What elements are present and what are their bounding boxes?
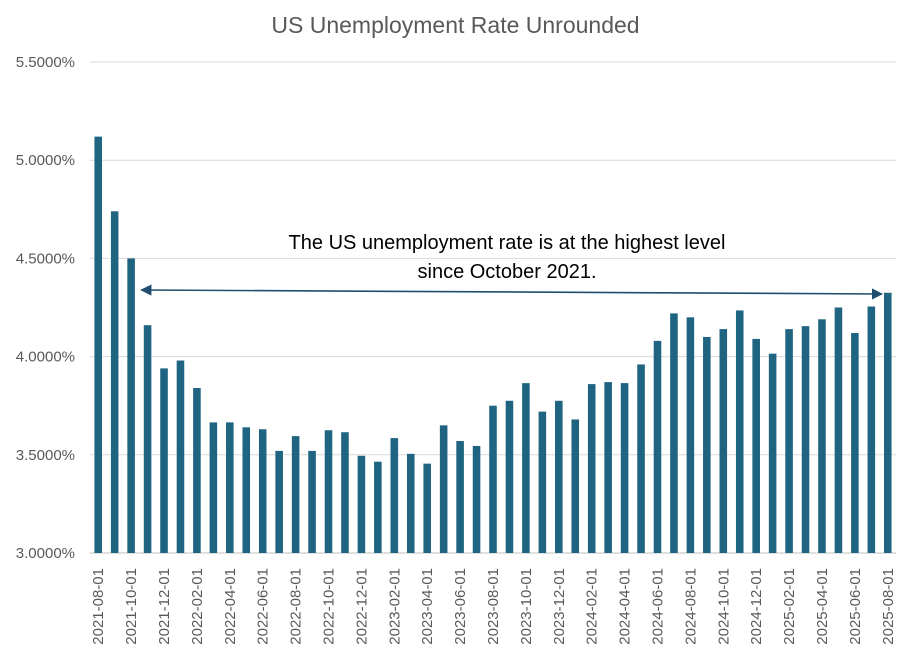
x-axis-tick-labels: 2021-08-01 2021-10-01 2021-12-01 2022-02-01… [90,568,897,645]
annotation-text-line1: The US unemployment rate is at the highe… [289,232,726,254]
x-tick-label: 2022-12-01 [353,568,370,645]
x-tick-label: 2022-02-01 [189,568,206,645]
x-tick-label: 2023-04-01 [419,568,436,645]
bar [127,258,135,553]
bar [110,211,119,554]
bar [801,326,810,553]
bar [505,400,514,553]
bar [703,336,711,553]
bar [160,368,168,553]
x-tick-label: 2024-12-01 [748,568,765,645]
bar [785,329,793,553]
bar [752,338,760,553]
y-tick-label: 3.5000% [16,447,75,464]
x-tick-label: 2025-08-01 [880,568,897,645]
bar [834,307,843,553]
bar [555,400,563,553]
bar [637,364,645,553]
x-tick-label: 2023-08-01 [485,568,502,645]
bar [275,450,283,553]
bar [620,383,629,553]
y-tick-label: 4.0000% [16,349,75,366]
x-tick-label: 2022-06-01 [255,568,272,645]
bar [209,422,218,553]
bar [686,317,695,553]
bar [883,292,892,553]
bar [390,438,399,553]
x-tick-label: 2022-10-01 [321,568,338,645]
bar [851,333,859,553]
bar [522,383,530,553]
bar [719,329,728,553]
x-tick-label: 2021-12-01 [156,568,173,645]
bar [538,411,547,553]
bar [357,455,366,553]
bars [94,136,892,554]
x-tick-label: 2023-06-01 [452,568,469,645]
x-tick-label: 2023-02-01 [386,568,403,645]
bar [94,136,103,553]
x-tick-label: 2024-06-01 [649,568,666,645]
x-tick-label: 2023-12-01 [551,568,568,645]
bar [489,405,497,553]
y-axis-tick-labels: 3.0000% 3.5000% 4.0000% 4.5000% 5.0000% 5.500… [16,54,75,562]
x-tick-label: 2024-10-01 [715,568,732,645]
bar [324,430,333,553]
y-tick-label: 3.0000% [16,545,75,562]
annotation-arrow [140,284,884,300]
bar [653,340,662,553]
x-tick-label: 2023-10-01 [518,568,535,645]
annotation: The US unemployment rate is at the highe… [140,232,884,300]
x-tick-label: 2024-08-01 [682,568,699,645]
x-tick-label: 2021-10-01 [123,568,140,645]
x-tick-label: 2024-04-01 [617,568,634,645]
bar [768,353,777,553]
bar [341,432,349,553]
chart-title: US Unemployment Rate Unrounded [271,12,640,38]
bar [818,319,826,553]
bar [571,419,580,553]
bar [374,461,382,553]
bar [472,445,481,553]
bar [226,422,234,553]
y-tick-label: 5.0000% [16,152,75,169]
x-tick-label: 2021-08-01 [90,568,107,645]
x-tick-label: 2022-04-01 [222,568,239,645]
bar [258,429,267,553]
bar [867,306,876,553]
x-tick-label: 2025-04-01 [814,568,831,645]
bar [406,453,415,553]
bar [439,425,448,553]
x-tick-label: 2024-02-01 [584,568,601,645]
bar [176,360,185,553]
bar [735,310,744,553]
bar [308,450,316,553]
bar [456,441,464,553]
x-tick-label: 2025-02-01 [781,568,798,645]
bar [291,436,300,553]
x-tick-label: 2025-06-01 [847,568,864,645]
bar [423,463,431,553]
bar [604,382,612,553]
bar [587,384,596,553]
bar [193,388,201,553]
y-tick-label: 5.5000% [16,54,75,71]
bar [143,325,152,553]
bar [670,313,678,553]
annotation-text-line2: since October 2021. [418,261,597,283]
x-tick-label: 2022-08-01 [288,568,305,645]
y-tick-label: 4.5000% [16,250,75,267]
bar [242,427,251,553]
